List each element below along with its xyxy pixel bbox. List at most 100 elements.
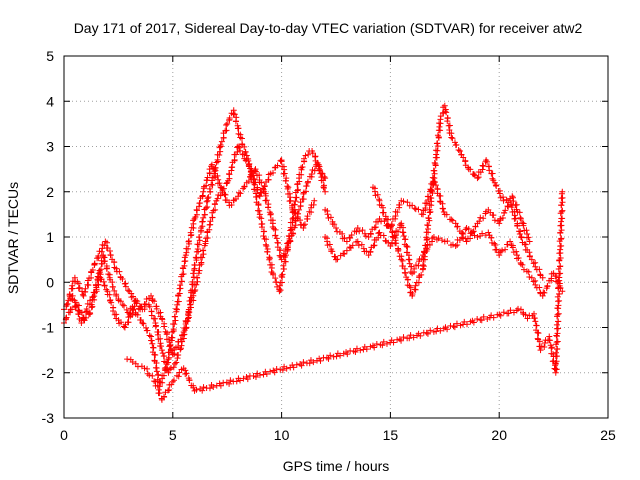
data-point-fill	[221, 191, 228, 198]
data-point	[539, 274, 546, 281]
data-point-fill	[530, 260, 537, 267]
data-point-fill	[92, 281, 99, 288]
data-point	[165, 369, 172, 376]
data-point-fill	[320, 184, 327, 191]
data-point-fill	[101, 258, 108, 265]
data-point-fill	[517, 214, 524, 221]
data-point-fill	[444, 238, 451, 245]
data-point-fill	[437, 127, 444, 134]
data-point	[409, 202, 416, 209]
data-point-fill	[267, 211, 274, 218]
data-point-fill	[507, 307, 514, 314]
data-point-fill	[282, 177, 289, 184]
data-point-fill	[423, 234, 430, 241]
data-point-fill	[310, 359, 317, 366]
data-point-fill	[552, 349, 559, 356]
y-tick-labels: -3 -2 -1 0 1 2 3 4 5	[42, 48, 55, 426]
data-point-fill	[406, 335, 413, 342]
data-point	[148, 292, 155, 299]
data-point-fill	[400, 334, 407, 341]
data-point-fill	[284, 185, 291, 192]
data-point-fill	[217, 142, 224, 149]
data-point	[537, 347, 544, 354]
data-point-fill	[156, 390, 163, 397]
data-point-fill	[110, 307, 117, 314]
data-point-fill	[319, 170, 326, 177]
data-point-fill	[180, 270, 187, 277]
data-point-fill	[148, 337, 155, 344]
data-point-fill	[503, 196, 510, 203]
data-point-fill	[82, 314, 89, 321]
data-point-fill	[465, 226, 472, 233]
data-point-fill	[116, 268, 123, 275]
data-point-fill	[541, 289, 548, 296]
data-point	[65, 297, 72, 304]
data-point-fill	[235, 189, 242, 196]
data-point-fill	[140, 320, 147, 327]
data-point-fill	[210, 384, 217, 391]
data-point-fill	[262, 241, 269, 248]
data-point-fill	[380, 204, 387, 211]
data-point-fill	[355, 242, 362, 249]
data-point	[526, 238, 533, 245]
data-point-fill	[272, 275, 279, 282]
y-tick-label: 0	[46, 274, 54, 290]
data-point-fill	[195, 241, 202, 248]
data-point-fill	[170, 326, 177, 333]
data-point-fill	[293, 361, 300, 368]
data-point-fill	[553, 321, 560, 328]
data-point	[448, 134, 455, 141]
data-point-fill	[184, 317, 191, 324]
x-tick-label: 25	[600, 427, 616, 443]
data-point-fill	[66, 291, 73, 298]
data-point-fill	[263, 197, 270, 204]
y-tick-label: -3	[42, 410, 55, 426]
data-point-fill	[206, 185, 213, 192]
data-point-fill	[362, 233, 369, 240]
data-point-fill	[186, 377, 193, 384]
data-point-fill	[324, 238, 331, 245]
data-point-fill	[555, 318, 562, 325]
data-point-fill	[453, 320, 460, 327]
data-point-fill	[317, 167, 324, 174]
data-point-fill	[422, 242, 429, 249]
data-point-fill	[427, 327, 434, 334]
data-point-fill	[349, 242, 356, 249]
data-point-fill	[410, 334, 417, 341]
data-point-fill	[367, 249, 374, 256]
data-point-fill	[467, 230, 474, 237]
data-point-fill	[411, 265, 418, 272]
data-point-fill	[558, 235, 565, 242]
data-point	[171, 360, 178, 367]
data-point-fill	[201, 211, 208, 218]
data-point	[485, 229, 492, 236]
data-point-fill	[287, 197, 294, 204]
data-point-fill	[489, 175, 496, 182]
data-point-fill	[274, 162, 281, 169]
data-point-fill	[199, 387, 206, 394]
data-point-fill	[69, 282, 76, 289]
data-point-fill	[553, 358, 560, 365]
data-point	[119, 301, 126, 308]
data-point-fill	[389, 228, 396, 235]
data-point-fill	[216, 180, 223, 187]
data-point-fill	[277, 247, 284, 254]
data-point-fill	[194, 207, 201, 214]
data-point-fill	[256, 207, 263, 214]
data-point-fill	[535, 330, 542, 337]
data-point-fill	[476, 218, 483, 225]
data-point-fill	[231, 111, 238, 118]
data-point-fill	[300, 196, 307, 203]
data-point-fill	[142, 301, 149, 308]
data-point-fill	[409, 291, 416, 298]
data-point-fill	[148, 312, 155, 319]
data-point-fill	[76, 284, 83, 291]
data-point	[354, 238, 361, 245]
data-point-fill	[252, 374, 259, 381]
data-point-fill	[309, 150, 316, 157]
data-point-fill	[444, 118, 451, 125]
data-point-fill	[428, 187, 435, 194]
data-point-fill	[556, 282, 563, 289]
data-point-fill	[228, 202, 235, 209]
